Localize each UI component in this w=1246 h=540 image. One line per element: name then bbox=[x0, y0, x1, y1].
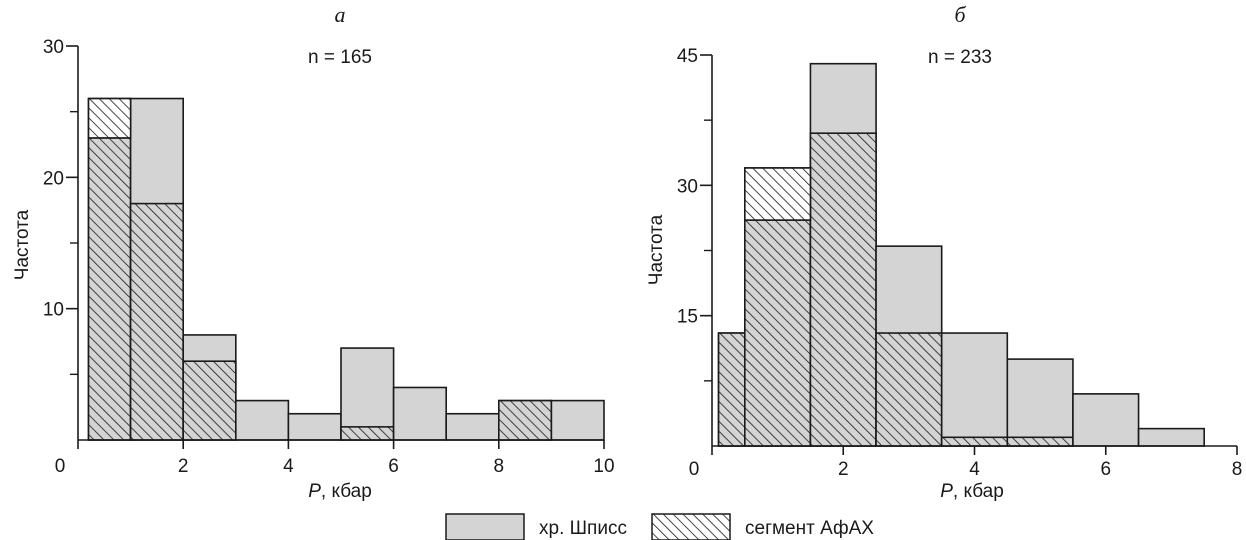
panel-b-bar-afakh-1 bbox=[744, 219, 812, 447]
panel-a-bar-afakh-top-0 bbox=[87, 97, 132, 139]
panel-b-x-tick-label-3: 6 bbox=[1100, 459, 1111, 480]
panel-a-x-tick-label-3: 6 bbox=[388, 456, 399, 477]
panel-b-x-tick-label-0: 0 bbox=[689, 459, 700, 480]
panel-b-bar-afakh-0 bbox=[717, 332, 746, 447]
panel-b-letter: б bbox=[954, 2, 966, 27]
panel-b-axes: 15 30 45 0 2 4 6 8 bbox=[677, 46, 1242, 480]
panel-a-bar-shpiss-9 bbox=[550, 399, 605, 441]
legend-swatch-afakh bbox=[651, 513, 731, 540]
panel-b-y-axis-title: Частота bbox=[646, 214, 667, 285]
panel-a-y-tick-label-2: 30 bbox=[43, 37, 64, 58]
legend: хр. Шписс сегмент АфАХ bbox=[445, 513, 874, 540]
panel-b-bars bbox=[717, 62, 1205, 447]
histogram-panel-b: б n = 233 Частота P, кбар 15 30 45 0 2 4 6 8 bbox=[646, 2, 1242, 502]
panel-b-x-tick-label-2: 4 bbox=[969, 459, 980, 480]
panel-b-bar-shpiss-6 bbox=[1072, 393, 1140, 447]
panel-a-sample-size: n = 165 bbox=[308, 47, 372, 68]
panel-b-y-tick-label-2: 45 bbox=[677, 46, 698, 67]
panel-b-bar-afakh-3 bbox=[875, 332, 943, 447]
panel-a-bar-afakh-2 bbox=[182, 360, 237, 441]
panel-b-x-tick-label-1: 2 bbox=[838, 459, 849, 480]
panel-a-bar-afakh-0 bbox=[87, 137, 132, 441]
panel-a-bar-shpiss-4 bbox=[287, 412, 342, 441]
panel-a-y-tick-label-0: 10 bbox=[43, 300, 64, 321]
panel-a-y-axis-title: Частота bbox=[12, 209, 33, 280]
panel-b-x-tick-label-4: 8 bbox=[1232, 459, 1243, 480]
histogram-panel-a: а n = 165 Частота P, кбар 10 20 30 0 2 4 6 8 10 bbox=[12, 2, 615, 502]
panel-b-bar-afakh-5 bbox=[1006, 436, 1074, 447]
panel-a-letter: а bbox=[335, 2, 346, 27]
legend-label-afakh: сегмент АфАХ bbox=[745, 518, 874, 539]
panel-a-x-axis-var: P bbox=[308, 481, 321, 502]
panel-b-bar-afakh-top-0 bbox=[744, 167, 812, 221]
panel-a-bar-shpiss-7 bbox=[445, 412, 500, 441]
panel-a-bar-shpiss-6 bbox=[392, 386, 448, 441]
panel-a-bar-afakh-1 bbox=[129, 202, 185, 441]
panel-a-x-tick-label-5: 10 bbox=[593, 456, 614, 477]
panel-b-sample-size: n = 233 bbox=[928, 47, 992, 68]
panel-b-bar-shpiss-5 bbox=[1006, 358, 1074, 447]
panel-b-x-axis-var: P bbox=[940, 481, 953, 502]
panel-a-x-tick-label-2: 4 bbox=[283, 456, 294, 477]
legend-swatch-shpiss bbox=[445, 513, 525, 540]
panel-b-x-axis-unit: , кбар bbox=[953, 481, 1004, 502]
panel-b-bar-shpiss-7 bbox=[1137, 427, 1205, 447]
panel-b-bar-afakh-2 bbox=[809, 132, 877, 447]
panel-b-y-tick-label-0: 15 bbox=[677, 307, 698, 328]
panel-a-bar-afakh-8 bbox=[497, 399, 553, 441]
panel-b-bar-shpiss-4 bbox=[940, 332, 1009, 447]
panel-a-x-axis-unit: , кбар bbox=[321, 481, 372, 502]
legend-label-shpiss: хр. Шписс bbox=[539, 518, 627, 539]
panel-b-x-axis-title: P, кбар bbox=[940, 481, 1004, 502]
panel-a-bar-shpiss-3 bbox=[235, 399, 290, 441]
panel-a-x-tick-label-4: 8 bbox=[494, 456, 505, 477]
panel-a-bar-afakh-5 bbox=[340, 426, 395, 441]
panel-a-y-tick-label-1: 20 bbox=[43, 168, 64, 189]
panel-a-x-tick-label-0: 0 bbox=[55, 456, 66, 477]
panel-a-bars bbox=[87, 97, 605, 441]
panel-b-y-tick-label-1: 30 bbox=[677, 176, 698, 197]
panel-a-x-tick-label-1: 2 bbox=[178, 456, 189, 477]
panel-a-axes: 10 20 30 0 2 4 6 8 10 bbox=[43, 37, 615, 477]
panel-a-x-axis-title: P, кбар bbox=[308, 481, 372, 502]
panel-b-bar-afakh-4 bbox=[940, 436, 1009, 447]
